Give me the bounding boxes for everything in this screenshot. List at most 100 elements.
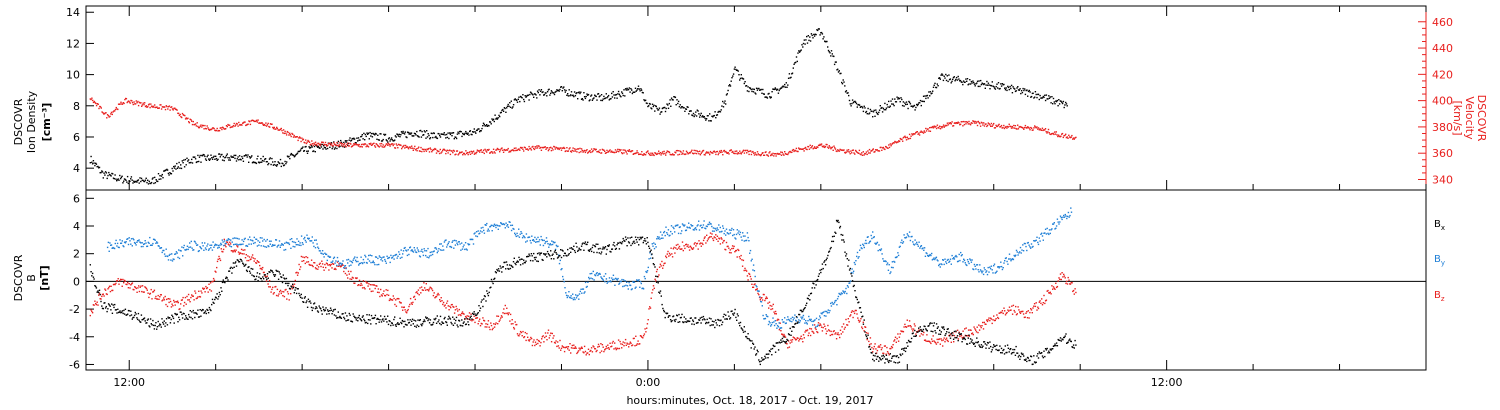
ion-density-series-point <box>999 87 1001 90</box>
bz-series-point <box>201 292 203 294</box>
ion-density-series-point <box>732 75 734 77</box>
bz-series-point <box>148 296 150 299</box>
velocity-series-point <box>114 108 117 111</box>
by-series-point <box>812 324 814 326</box>
by-series-point <box>340 264 343 266</box>
by-series-point <box>138 239 140 241</box>
ion-density-series-point <box>631 89 633 91</box>
by-series-point <box>882 258 884 260</box>
ion-density-series-point <box>781 86 783 88</box>
bz-series-point <box>879 344 882 346</box>
velocity-series-point <box>843 149 845 151</box>
by-series-point <box>388 256 391 259</box>
by-series-point <box>411 249 413 251</box>
velocity-series-point <box>849 153 851 155</box>
bz-series-point <box>91 310 93 313</box>
ion-density-series-point <box>779 88 781 90</box>
velocity-series-point <box>425 150 428 152</box>
bz-series-point <box>1026 311 1028 313</box>
by-series-point <box>957 260 960 262</box>
ion-density-series-point <box>443 132 445 134</box>
by-series-point <box>822 311 824 314</box>
bz-series-point <box>808 332 810 334</box>
ion-density-series-point <box>370 132 373 135</box>
by-series-point <box>234 243 236 245</box>
ion-density-series-point <box>790 76 792 79</box>
velocity-series-point <box>596 151 598 153</box>
velocity-series-point <box>941 127 943 129</box>
ion-density-series-point <box>97 165 99 168</box>
ion-density-series-point <box>410 133 412 135</box>
bz-series-point <box>196 297 198 299</box>
by-series-point <box>474 232 476 234</box>
by-series-point <box>611 277 613 279</box>
bz-series-point <box>965 327 967 329</box>
bz-series-point <box>418 294 420 296</box>
by-series-point <box>741 239 743 241</box>
ion-density-series-point <box>231 156 233 158</box>
velocity-series-point <box>548 148 550 151</box>
bz-series-point <box>597 346 599 348</box>
velocity-series-point <box>736 150 738 152</box>
ion-density-series-point <box>613 94 615 96</box>
by-series-point <box>908 231 911 233</box>
velocity-series-point <box>846 149 848 151</box>
bz-series-point <box>967 329 970 331</box>
ion-density-series-point <box>208 158 210 160</box>
velocity-series-point <box>952 125 955 127</box>
bz-series-point <box>943 337 945 339</box>
bz-series-point <box>623 345 625 347</box>
ion-density-series-point <box>923 100 925 103</box>
velocity-series-point <box>814 146 816 148</box>
ion-density-series-point <box>796 60 798 63</box>
ion-density-series-point <box>631 92 634 95</box>
ion-density-series-point <box>632 91 634 93</box>
ion-density-series-point <box>718 110 721 113</box>
velocity-series-point <box>752 150 754 153</box>
bz-series-point <box>492 327 494 330</box>
bz-series-point <box>802 341 804 343</box>
ion-density-series-point <box>362 138 364 140</box>
velocity-series-point <box>203 128 205 130</box>
by-series-point <box>218 246 220 249</box>
velocity-series-point <box>668 151 670 153</box>
ion-density-series-point <box>726 93 728 95</box>
velocity-series-point <box>956 122 958 124</box>
velocity-series-point <box>1002 126 1004 129</box>
velocity-series-point <box>1021 126 1023 129</box>
ion-density-series-point <box>725 94 728 96</box>
velocity-series-point <box>655 152 657 154</box>
by-series-point <box>128 237 130 239</box>
velocity-series-point <box>234 125 236 127</box>
velocity-series-point <box>883 148 885 150</box>
ion-density-series-point <box>1028 89 1030 92</box>
by-series-point <box>591 278 594 280</box>
by-series-point <box>584 291 586 293</box>
bz-series-point <box>596 349 598 352</box>
velocity-series-point <box>393 143 395 145</box>
by-series-point <box>446 246 448 248</box>
by-series-point <box>892 266 894 269</box>
velocity-series-point <box>702 149 705 152</box>
ion-density-series-point <box>512 104 515 106</box>
velocity-series-point <box>171 108 174 110</box>
ion-density-series-point <box>688 110 691 112</box>
by-series-point <box>405 250 408 252</box>
bz-series-point <box>813 324 816 326</box>
velocity-series-point <box>254 120 256 122</box>
velocity-series-point <box>166 105 168 108</box>
velocity-series-point <box>918 132 920 134</box>
bz-series-point <box>503 308 505 310</box>
velocity-series-point <box>442 148 445 151</box>
ion-density-series-point <box>959 79 962 82</box>
bz-series-point <box>90 309 92 311</box>
ion-density-series-point <box>422 134 424 136</box>
by-series-point <box>171 260 174 262</box>
ion-density-series-point <box>127 182 129 185</box>
ion-density-series-point <box>599 95 601 97</box>
bz-series-point <box>434 297 436 299</box>
by-series-point <box>749 249 752 252</box>
by-series-point <box>309 240 311 242</box>
bz-series-point <box>938 338 941 340</box>
velocity-series-point <box>247 123 249 125</box>
